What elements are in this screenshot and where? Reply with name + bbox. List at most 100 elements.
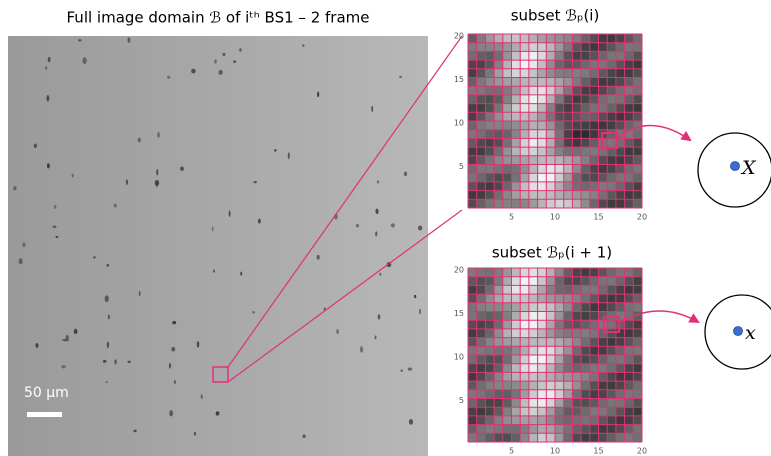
heatmap-cell	[607, 165, 616, 174]
heatmap-cell	[485, 60, 494, 69]
heatmap-cell	[607, 399, 616, 408]
speck	[47, 95, 50, 102]
heatmap-cell	[572, 51, 581, 60]
heatmap-cell	[468, 277, 477, 286]
heatmap-cell	[633, 294, 642, 303]
heatmap-cell	[468, 346, 477, 355]
heatmap-cell	[546, 407, 555, 416]
heatmap-cell	[607, 34, 616, 43]
speck	[219, 70, 223, 75]
heatmap-cell	[477, 147, 486, 156]
heatmap-cell	[468, 130, 477, 139]
speck	[157, 132, 159, 138]
heatmap-cell	[625, 268, 634, 277]
heatmap-cell	[607, 425, 616, 434]
heatmap-cell	[529, 312, 538, 321]
heatmap-cell	[581, 433, 590, 442]
speck	[169, 410, 173, 416]
heatmap-cell	[538, 69, 547, 78]
heatmap-cell	[529, 78, 538, 87]
heatmap-cell	[512, 78, 521, 87]
heatmap-cell	[581, 277, 590, 286]
heatmap-cell	[625, 51, 634, 60]
heatmap-cell	[494, 346, 503, 355]
heatmap-cell	[503, 381, 512, 390]
heatmap-cell	[599, 294, 608, 303]
heatmap-cell	[546, 320, 555, 329]
heatmap-cell	[590, 320, 599, 329]
heatmap-cell	[633, 165, 642, 174]
heatmap-cell	[633, 433, 642, 442]
heatmap-cell	[546, 372, 555, 381]
heatmap-cell	[633, 346, 642, 355]
heatmap-cell	[546, 112, 555, 121]
heatmap-cell	[512, 112, 521, 121]
heatmap-cell	[477, 78, 486, 87]
heatmap-cell	[485, 34, 494, 43]
speck	[167, 76, 170, 79]
heatmap-cell	[538, 338, 547, 347]
speck	[155, 180, 160, 186]
heatmap-cell	[599, 78, 608, 87]
speck	[379, 273, 381, 276]
heatmap-cell	[546, 312, 555, 321]
heatmap-cell	[616, 199, 625, 208]
x-tick-label: 5	[509, 447, 514, 456]
heatmap-cell	[494, 199, 503, 208]
heatmap-cell	[485, 156, 494, 165]
heatmap-cell	[590, 43, 599, 52]
heatmap-cell	[564, 51, 573, 60]
heatmap-cell	[512, 60, 521, 69]
scale-bar	[27, 412, 62, 417]
heatmap-cell	[590, 399, 599, 408]
heatmap-cell	[616, 51, 625, 60]
heatmap-cell	[581, 294, 590, 303]
heatmap-cell	[633, 320, 642, 329]
heatmap-cell	[520, 346, 529, 355]
heatmap-cell	[599, 191, 608, 200]
speck	[53, 226, 57, 228]
heatmap-cell	[607, 173, 616, 182]
heatmap-cell	[599, 346, 608, 355]
heatmap-cell	[512, 268, 521, 277]
heatmap-cell	[503, 364, 512, 373]
y-tick-label: 10	[454, 119, 464, 128]
heatmap-cell	[468, 51, 477, 60]
speck	[13, 186, 16, 190]
heatmap-cell	[616, 381, 625, 390]
heatmap-cell	[494, 51, 503, 60]
heatmap-cell	[546, 399, 555, 408]
heatmap-cell	[572, 433, 581, 442]
heatmap-cell	[564, 312, 573, 321]
heatmap-cell	[546, 78, 555, 87]
heatmap-cell	[572, 294, 581, 303]
full-image	[8, 36, 428, 456]
heatmap-cell	[564, 433, 573, 442]
heatmap-cell	[546, 95, 555, 104]
heatmap-cell	[625, 165, 634, 174]
speck	[197, 341, 200, 348]
heatmap-cell	[538, 303, 547, 312]
heatmap-cell	[625, 390, 634, 399]
heatmap-cell	[599, 182, 608, 191]
heatmap-cell	[477, 130, 486, 139]
heatmap-cell	[572, 346, 581, 355]
heatmap-cell	[503, 112, 512, 121]
heatmap-cell	[520, 303, 529, 312]
heatmap-cell	[555, 43, 564, 52]
heatmap-cell	[503, 121, 512, 130]
heatmap-cell	[485, 312, 494, 321]
heatmap-cell	[485, 338, 494, 347]
speck	[212, 226, 214, 231]
heatmap-cell	[633, 156, 642, 165]
x-tick-label: 15	[593, 447, 603, 456]
heatmap-cell	[468, 60, 477, 69]
heatmap-cell	[468, 294, 477, 303]
speck	[400, 369, 403, 371]
speck	[201, 394, 203, 398]
speck	[214, 59, 216, 63]
heatmap-cell	[581, 329, 590, 338]
heatmap-cell	[538, 112, 547, 121]
heatmap-cell	[468, 191, 477, 200]
heatmap-cell	[512, 425, 521, 434]
